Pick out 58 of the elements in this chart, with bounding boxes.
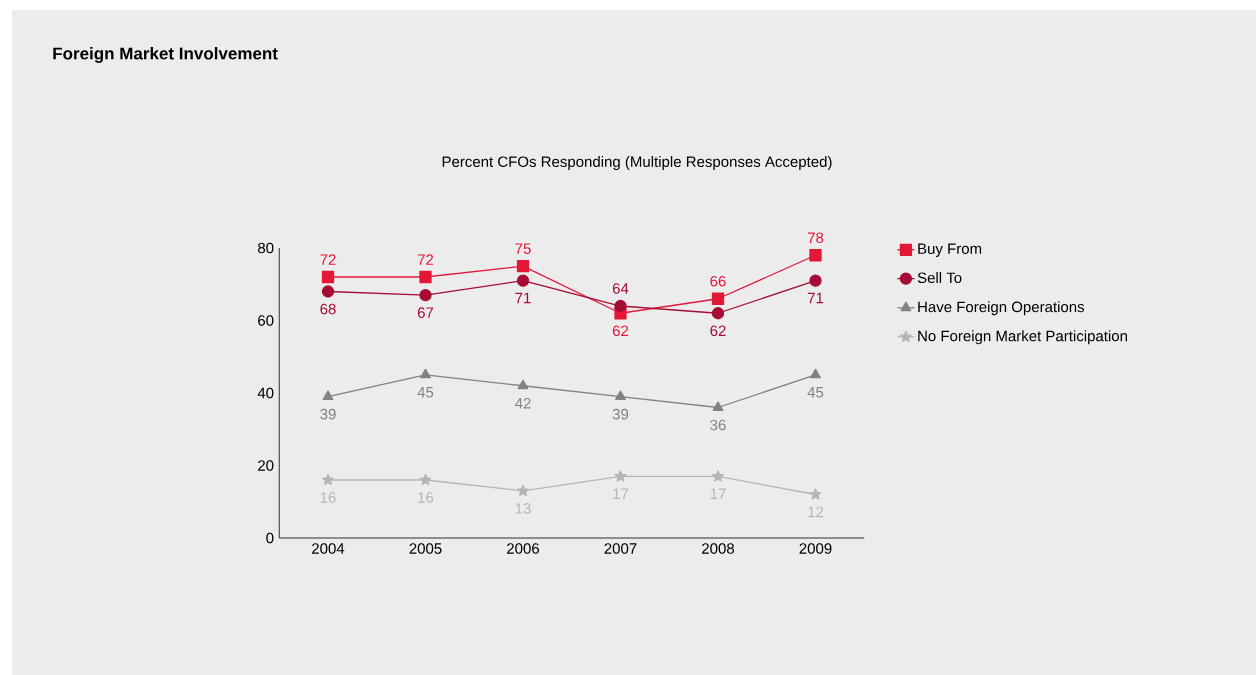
data-label: 72 <box>417 254 434 265</box>
data-label: 42 <box>515 397 531 409</box>
point <box>322 473 334 486</box>
point <box>712 470 724 482</box>
data-label: 66 <box>710 275 726 287</box>
point <box>711 292 725 305</box>
x-tick-label: 2009 <box>799 543 832 554</box>
point <box>809 488 822 500</box>
data-label: 64 <box>612 283 629 294</box>
point <box>322 390 334 401</box>
data-label: 71 <box>807 292 824 304</box>
point <box>809 249 822 262</box>
legend-label: Buy From <box>918 243 982 257</box>
x-tick-label: 2008 <box>702 543 735 554</box>
data-label: 67 <box>417 307 434 318</box>
y-tick-label: 20 <box>258 460 274 471</box>
point <box>517 484 529 496</box>
data-label: 71 <box>515 292 531 304</box>
data-label: 39 <box>612 408 629 420</box>
y-tick-label: 0 <box>266 532 274 544</box>
point <box>614 470 627 482</box>
legend-label: Have Foreign Operations <box>918 301 1085 316</box>
x-tick-label: 2005 <box>409 543 442 554</box>
data-label: 39 <box>320 408 336 420</box>
y-tick-label: 80 <box>258 242 274 254</box>
x-tick-label: 2007 <box>604 543 637 554</box>
point <box>419 473 432 486</box>
x-tick-label: 2004 <box>312 543 345 554</box>
point <box>711 307 725 320</box>
point <box>809 274 822 287</box>
data-label: 68 <box>320 303 336 315</box>
legend-label: No Foreign Market Participation <box>918 330 1127 345</box>
y-tick-label: 40 <box>257 387 274 399</box>
point <box>419 270 432 284</box>
data-label: 62 <box>612 325 629 337</box>
point <box>810 368 821 379</box>
point <box>614 299 627 313</box>
chart-title: Foreign Market Involvement <box>53 47 278 63</box>
chart-subtitle: Percent CFOs Responding (Multiple Responses Accepted) <box>442 156 832 170</box>
data-label: 75 <box>515 243 531 254</box>
data-label: 36 <box>710 419 726 431</box>
y-tick-label: 60 <box>258 315 274 326</box>
data-label: 72 <box>320 254 336 265</box>
point <box>321 270 335 284</box>
x-tick-label: 2006 <box>507 543 540 554</box>
point <box>321 285 335 298</box>
point <box>517 379 529 390</box>
data-label: 78 <box>807 232 824 244</box>
data-label: 45 <box>807 387 824 398</box>
point <box>615 390 626 401</box>
data-label: 62 <box>710 325 726 337</box>
legend-label: Sell To <box>917 272 962 284</box>
point <box>419 288 432 302</box>
data-label: 45 <box>417 387 434 398</box>
point <box>420 368 431 379</box>
point <box>516 274 530 287</box>
point <box>712 401 724 411</box>
point <box>516 259 530 273</box>
